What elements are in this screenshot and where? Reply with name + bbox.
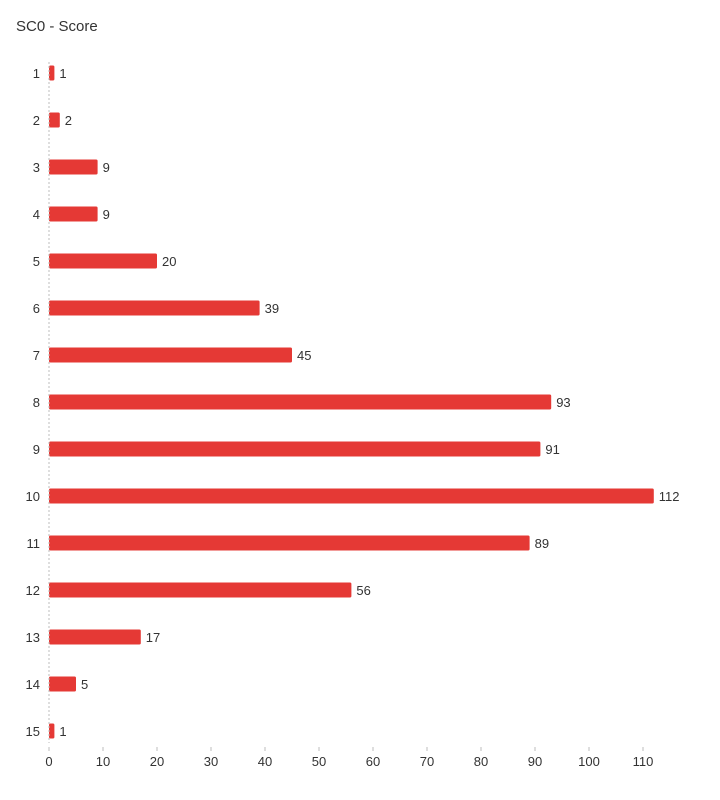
bar-13[interactable] xyxy=(49,629,141,645)
value-label-4: 9 xyxy=(103,207,110,222)
value-label-9: 91 xyxy=(545,442,559,457)
category-label-14: 14 xyxy=(26,677,40,692)
x-tick-label-80: 80 xyxy=(474,754,488,769)
x-tick-label-70: 70 xyxy=(420,754,434,769)
category-label-9: 9 xyxy=(33,442,40,457)
category-label-8: 8 xyxy=(33,395,40,410)
bar-6[interactable] xyxy=(49,300,260,316)
value-label-1: 1 xyxy=(59,66,66,81)
x-tick-label-60: 60 xyxy=(366,754,380,769)
x-tick-label-20: 20 xyxy=(150,754,164,769)
category-label-5: 5 xyxy=(33,254,40,269)
category-label-15: 15 xyxy=(26,724,40,739)
bar-2[interactable] xyxy=(49,112,60,128)
value-label-8: 93 xyxy=(556,395,570,410)
category-label-1: 1 xyxy=(33,66,40,81)
category-label-12: 12 xyxy=(26,583,40,598)
chart-title: SC0 - Score xyxy=(16,18,98,35)
x-tick-label-40: 40 xyxy=(258,754,272,769)
value-label-12: 56 xyxy=(356,583,370,598)
bar-11[interactable] xyxy=(49,535,530,551)
value-label-3: 9 xyxy=(103,160,110,175)
x-tick-label-90: 90 xyxy=(528,754,542,769)
x-tick-label-0: 0 xyxy=(45,754,52,769)
x-tick-label-50: 50 xyxy=(312,754,326,769)
category-label-4: 4 xyxy=(33,207,40,222)
category-label-2: 2 xyxy=(33,113,40,128)
value-label-11: 89 xyxy=(535,536,549,551)
category-label-7: 7 xyxy=(33,348,40,363)
bar-4[interactable] xyxy=(49,206,98,222)
value-label-5: 20 xyxy=(162,254,176,269)
category-label-6: 6 xyxy=(33,301,40,316)
category-label-13: 13 xyxy=(26,630,40,645)
value-label-6: 39 xyxy=(265,301,279,316)
bar-9[interactable] xyxy=(49,441,541,457)
bar-12[interactable] xyxy=(49,582,352,598)
value-label-7: 45 xyxy=(297,348,311,363)
bar-5[interactable] xyxy=(49,253,157,269)
value-label-13: 17 xyxy=(146,630,160,645)
bar-15[interactable] xyxy=(49,723,55,739)
x-tick-label-10: 10 xyxy=(96,754,110,769)
bar-14[interactable] xyxy=(49,676,76,692)
category-label-10: 10 xyxy=(26,489,40,504)
value-label-14: 5 xyxy=(81,677,88,692)
value-label-15: 1 xyxy=(59,724,66,739)
bar-10[interactable] xyxy=(49,488,654,504)
category-label-11: 11 xyxy=(27,536,41,551)
x-tick-label-30: 30 xyxy=(204,754,218,769)
x-tick-label-110: 110 xyxy=(633,754,654,769)
bar-1[interactable] xyxy=(49,65,55,81)
bars-layer: 1 2 9 9 20 39 45 93 91 112 89 56 17 5 1 xyxy=(49,65,680,739)
bar-8[interactable] xyxy=(49,394,552,410)
value-label-10: 112 xyxy=(659,489,680,504)
bar-3[interactable] xyxy=(49,159,98,175)
value-label-2: 2 xyxy=(65,113,72,128)
x-tick-label-100: 100 xyxy=(578,754,600,769)
category-label-3: 3 xyxy=(33,160,40,175)
bar-7[interactable] xyxy=(49,347,292,363)
